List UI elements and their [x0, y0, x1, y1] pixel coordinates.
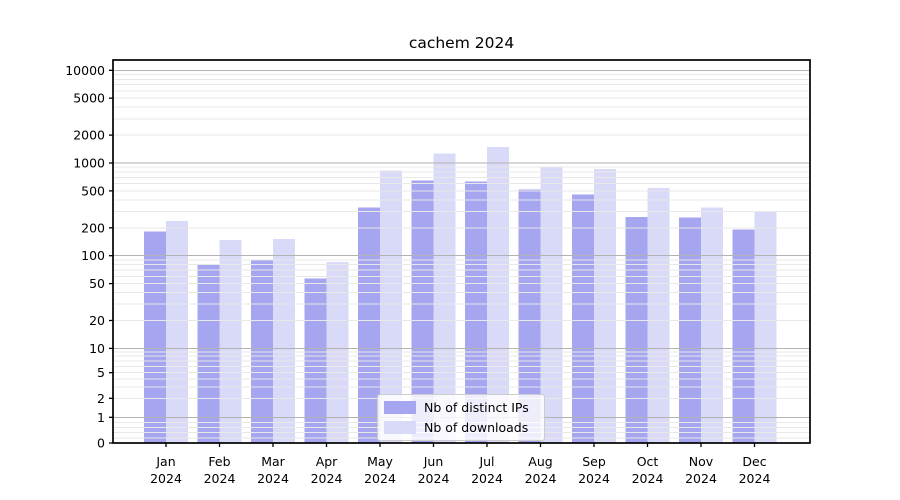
x-tick-label-month: Jan — [155, 454, 175, 469]
legend-item-distinct-ips: Nb of distinct IPs — [384, 400, 538, 415]
bar-ips-aug — [518, 189, 541, 443]
x-tick-label-year: 2024 — [311, 471, 343, 486]
x-tick-label-month: Oct — [637, 454, 659, 469]
x-tick-label-year: 2024 — [739, 471, 771, 486]
legend-label-distinct-ips: Nb of distinct IPs — [424, 400, 529, 415]
bar-downloads-may — [380, 170, 402, 443]
legend-swatch-distinct-ips — [384, 401, 416, 414]
x-tick-label-month: Sep — [582, 454, 606, 469]
bar-downloads-dec — [754, 211, 777, 443]
x-tick-label-year: 2024 — [257, 471, 289, 486]
x-tick-label-year: 2024 — [418, 471, 450, 486]
x-tick-label-year: 2024 — [204, 471, 236, 486]
x-tick-label-month: Feb — [208, 454, 230, 469]
x-axis: Jan 2024 Feb 2024 Mar 2024 Apr 2024 May 2024 Jun 20… — [150, 443, 770, 486]
plot-border — [112, 59, 811, 444]
y-tick-label: 10 — [89, 341, 105, 356]
legend: Nb of distinct IPs Nb of downloads — [377, 394, 545, 441]
bar-downloads-mar — [273, 239, 295, 443]
x-tick-label-year: 2024 — [471, 471, 503, 486]
bar-ips-may — [358, 207, 380, 443]
x-tick-label-month: Apr — [316, 454, 338, 469]
y-tick-label: 1 — [97, 410, 105, 425]
x-tick-label-year: 2024 — [685, 471, 717, 486]
y-tick-label: 100 — [81, 248, 105, 263]
x-tick-label-month: Aug — [528, 454, 552, 469]
x-tick-label-month: Dec — [742, 454, 766, 469]
y-tick-label: 2000 — [73, 128, 105, 143]
y-axis: 0 1 2 5 10 20 50 100 200 500 1000 2000 5000 10000 — [65, 63, 113, 451]
x-tick-label-year: 2024 — [150, 471, 182, 486]
y-tick-label: 5 — [97, 365, 105, 380]
bar-ips-feb — [197, 264, 220, 443]
x-tick-label-month: Jul — [478, 454, 494, 469]
bar-ips-mar — [251, 259, 273, 443]
chart-title: cachem 2024 — [408, 34, 515, 52]
x-tick-label-month: Mar — [261, 454, 285, 469]
x-tick-label-year: 2024 — [525, 471, 557, 486]
bar-ips-jun — [411, 180, 434, 444]
legend-swatch-downloads — [384, 421, 416, 434]
y-tick-label: 1000 — [73, 156, 105, 171]
bar-ips-dec — [732, 229, 755, 443]
y-tick-label: 10000 — [65, 63, 105, 78]
x-tick-label-year: 2024 — [578, 471, 610, 486]
bar-ips-jan — [144, 231, 166, 443]
bar-downloads-jun — [433, 153, 456, 443]
grid-layer — [114, 69, 809, 439]
x-tick-label-year: 2024 — [364, 471, 396, 486]
bar-ips-sep — [572, 194, 594, 443]
legend-label-downloads: Nb of downloads — [424, 420, 529, 435]
y-tick-label: 50 — [89, 276, 105, 291]
bar-downloads-nov — [701, 207, 723, 443]
bar-downloads-oct — [647, 188, 670, 443]
bar-downloads-jan — [166, 221, 188, 443]
bar-ips-jul — [465, 181, 487, 443]
y-tick-label: 20 — [89, 313, 105, 328]
x-tick-label-month: Jun — [423, 454, 444, 469]
y-tick-label: 2 — [97, 391, 105, 406]
x-tick-label-year: 2024 — [632, 471, 664, 486]
bar-ips-oct — [625, 216, 648, 443]
legend-item-downloads: Nb of downloads — [384, 420, 538, 435]
y-tick-label: 5000 — [73, 91, 105, 106]
bar-downloads-jul — [487, 147, 509, 443]
bar-downloads-feb — [219, 240, 242, 443]
x-tick-label-month: Nov — [689, 454, 714, 469]
bar-downloads-sep — [594, 169, 616, 443]
y-tick-label: 200 — [81, 220, 105, 235]
y-tick-label: 500 — [81, 183, 105, 198]
x-tick-label-month: May — [367, 454, 393, 469]
bar-ips-nov — [679, 217, 701, 443]
y-tick-label: 0 — [97, 436, 105, 451]
